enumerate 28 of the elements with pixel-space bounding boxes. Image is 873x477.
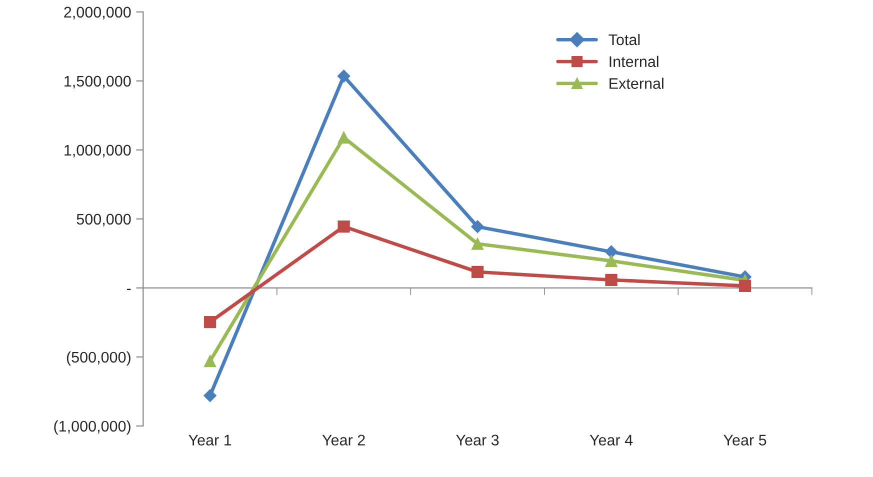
point bbox=[605, 274, 618, 286]
point bbox=[337, 70, 350, 83]
point bbox=[604, 245, 618, 258]
point bbox=[738, 280, 752, 292]
point bbox=[471, 266, 484, 278]
y-tick-label: (1,000,000) bbox=[54, 420, 130, 435]
legend-label: External bbox=[610, 78, 664, 89]
point bbox=[338, 220, 350, 233]
y-tick-label: 1,500,000 bbox=[64, 76, 131, 88]
legend-label: Total bbox=[608, 34, 640, 46]
x-tick-label: Year 3 bbox=[456, 434, 499, 446]
point bbox=[471, 238, 484, 250]
y-tick-label: 500,000 bbox=[76, 214, 131, 226]
x-tick-label: Year 5 bbox=[724, 434, 766, 446]
x-tick-label: Year 1 bbox=[188, 434, 232, 446]
y-tick-label: 1,000,000 bbox=[64, 144, 131, 158]
point bbox=[605, 254, 618, 267]
point bbox=[338, 131, 350, 144]
y-tick-label: (500,000) bbox=[66, 351, 130, 366]
point bbox=[204, 389, 216, 402]
point bbox=[204, 316, 216, 328]
x-tick-label: Year 2 bbox=[322, 434, 365, 446]
y-tick-label: - bbox=[126, 288, 131, 290]
y-tick-label: 2,000,000 bbox=[64, 6, 131, 20]
x-tick-label: Year 4 bbox=[590, 434, 633, 446]
legend-label: Internal bbox=[610, 56, 658, 68]
point bbox=[471, 220, 484, 234]
point bbox=[204, 355, 216, 368]
